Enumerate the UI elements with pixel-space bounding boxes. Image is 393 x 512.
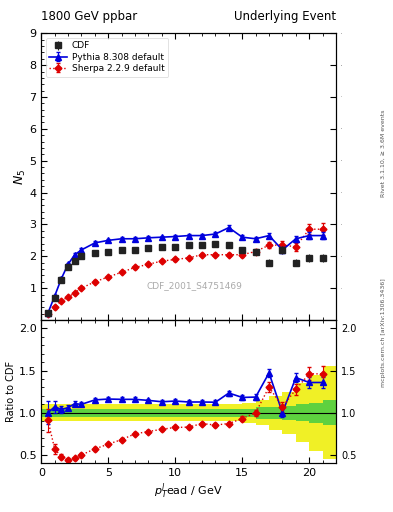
Bar <box>309 402 323 423</box>
Bar <box>283 406 296 419</box>
Bar <box>41 404 55 421</box>
Text: Underlying Event: Underlying Event <box>234 10 336 23</box>
Bar <box>175 404 189 421</box>
Text: mcplots.cern.ch [arXiv:1306.3436]: mcplots.cern.ch [arXiv:1306.3436] <box>381 279 386 387</box>
Bar <box>135 404 149 421</box>
Bar <box>215 409 229 417</box>
Bar <box>229 409 242 417</box>
Bar <box>269 396 283 430</box>
Bar <box>323 367 336 459</box>
Legend: CDF, Pythia 8.308 default, Sherpa 2.2.9 default: CDF, Pythia 8.308 default, Sherpa 2.2.9 … <box>46 38 168 76</box>
Bar <box>95 409 108 417</box>
Bar <box>41 409 55 417</box>
Bar <box>215 404 229 421</box>
Bar <box>149 404 162 421</box>
Bar <box>296 404 309 421</box>
Bar <box>189 409 202 417</box>
Bar <box>122 409 135 417</box>
Bar <box>296 383 309 442</box>
X-axis label: $p_T^{l}$ead / GeV: $p_T^{l}$ead / GeV <box>154 481 223 501</box>
Text: Rivet 3.1.10, ≥ 3.6M events: Rivet 3.1.10, ≥ 3.6M events <box>381 110 386 197</box>
Bar <box>122 404 135 421</box>
Bar <box>95 404 108 421</box>
Bar <box>202 409 215 417</box>
Y-axis label: Ratio to CDF: Ratio to CDF <box>6 361 16 422</box>
Bar <box>135 409 149 417</box>
Bar <box>189 404 202 421</box>
Bar <box>108 409 122 417</box>
Bar <box>283 392 296 434</box>
Bar <box>81 404 95 421</box>
Text: 1800 GeV ppbar: 1800 GeV ppbar <box>41 10 138 23</box>
Bar <box>108 404 122 421</box>
Bar <box>149 409 162 417</box>
Bar <box>55 409 68 417</box>
Bar <box>175 409 189 417</box>
Bar <box>255 400 269 425</box>
Bar <box>202 404 215 421</box>
Bar <box>229 404 242 421</box>
Bar <box>81 409 95 417</box>
Bar <box>55 404 68 421</box>
Bar <box>68 409 81 417</box>
Bar <box>68 404 81 421</box>
Bar <box>269 407 283 419</box>
Bar <box>323 400 336 425</box>
Text: CDF_2001_S4751469: CDF_2001_S4751469 <box>147 281 242 290</box>
Bar <box>242 402 255 423</box>
Bar <box>309 375 323 451</box>
Bar <box>162 404 175 421</box>
Y-axis label: $N_5$: $N_5$ <box>13 168 28 185</box>
Bar <box>162 409 175 417</box>
Bar <box>242 409 255 417</box>
Bar <box>255 407 269 419</box>
